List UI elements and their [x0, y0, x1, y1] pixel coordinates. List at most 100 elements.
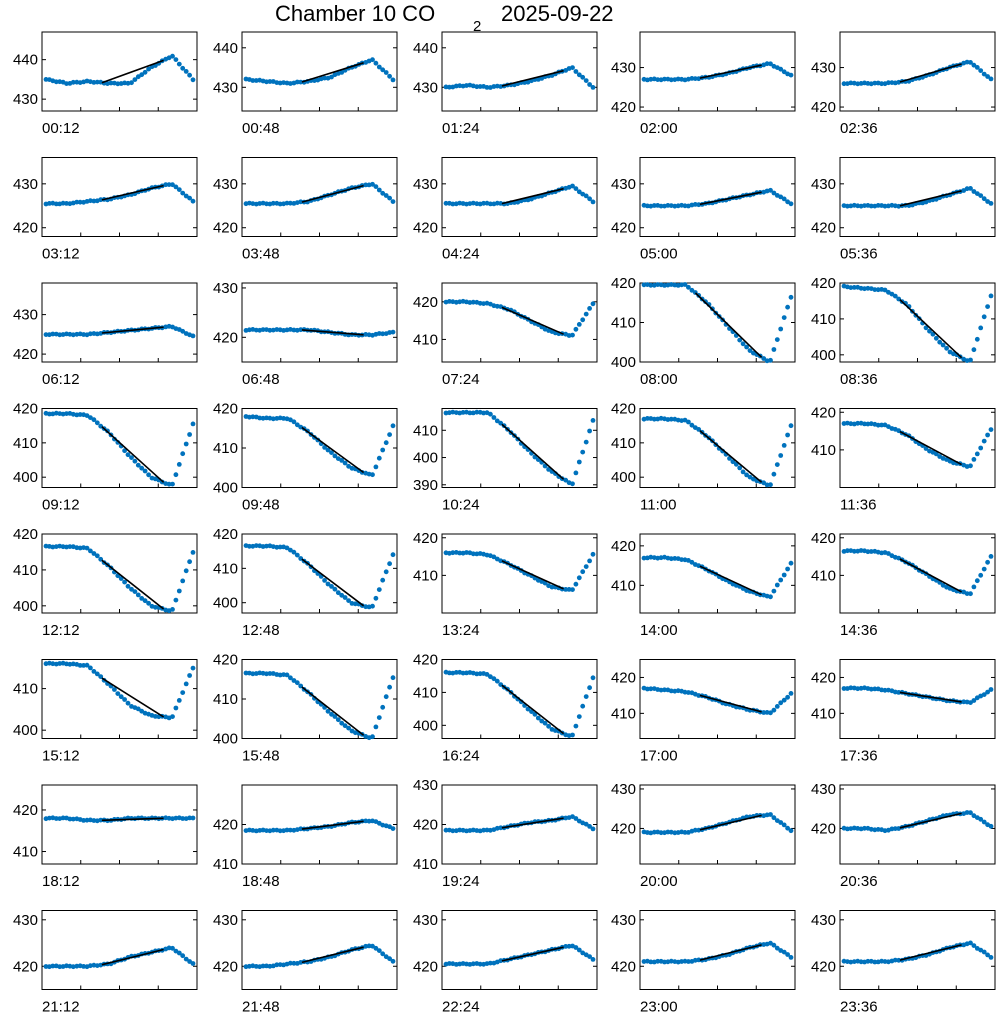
data-point [961, 699, 967, 705]
data-point [77, 663, 83, 668]
panel-time-label: 06:48 [242, 371, 280, 388]
axes-box [441, 533, 598, 614]
y-tick-label: 430 [413, 176, 438, 193]
data-point [488, 201, 493, 207]
data-point [532, 711, 538, 717]
data-point [267, 79, 273, 84]
panel-time-label: 07:24 [442, 371, 480, 388]
data-point [176, 950, 182, 956]
data-point [875, 203, 881, 208]
y-tick-label: 410 [13, 562, 38, 579]
data-point [260, 963, 266, 969]
data-point [250, 414, 256, 420]
panel-time-label: 11:00 [640, 497, 676, 514]
data-point [288, 960, 293, 966]
data-point [180, 190, 186, 196]
panel-2000: 420 430 20:00 [611, 781, 796, 890]
data-point [387, 561, 392, 567]
data-point [583, 821, 589, 827]
data-point [88, 963, 93, 969]
data-point [118, 694, 124, 700]
data-point [968, 60, 973, 65]
data-point [376, 948, 382, 953]
data-point [342, 723, 348, 729]
data-point [346, 598, 351, 603]
data-point [968, 463, 973, 469]
y-tick-label: 420 [13, 401, 38, 418]
panel-0836: 400 410 420 08:36 [811, 275, 996, 388]
data-point [64, 81, 69, 86]
y-tick-label: 430 [611, 781, 636, 798]
data-point [570, 481, 575, 487]
panel-time-label: 23:00 [640, 999, 678, 1014]
data-point [373, 724, 379, 730]
data-point [291, 419, 297, 425]
data-point [879, 422, 884, 428]
data-point [170, 53, 175, 59]
data-point [665, 203, 671, 208]
data-point [335, 717, 341, 723]
data-point [98, 817, 104, 823]
data-point [645, 416, 650, 421]
data-point [978, 445, 984, 451]
data-point [390, 199, 396, 205]
panel-1324: 410 420 13:24 [413, 530, 598, 639]
data-point [851, 285, 857, 290]
data-point [573, 723, 579, 729]
data-point [277, 544, 283, 550]
data-point [370, 57, 375, 63]
y-tick-label: 420 [611, 669, 636, 686]
data-point [373, 184, 379, 190]
data-point [190, 665, 196, 671]
data-point [744, 344, 749, 350]
data-point [651, 829, 657, 835]
data-point [173, 705, 179, 711]
data-point [781, 822, 787, 828]
data-point [587, 82, 592, 87]
data-point [470, 551, 476, 557]
y-tick-label: 420 [811, 958, 836, 975]
data-point [525, 706, 531, 712]
y-tick-label: 410 [811, 705, 836, 722]
panel-1024: 390 400 410 10:24 [413, 408, 598, 514]
data-point [981, 314, 987, 320]
panel-time-label: 17:36 [840, 748, 878, 765]
data-point [781, 196, 787, 202]
y-tick-label: 420 [413, 652, 438, 669]
figure-title-subscript: 2 [473, 18, 481, 35]
data-point [662, 76, 667, 82]
data-point [580, 703, 586, 709]
panel-time-label: 04:24 [442, 246, 480, 263]
y-tick-label: 410 [811, 311, 836, 328]
data-point [183, 681, 189, 687]
y-tick-label: 410 [611, 435, 636, 452]
data-point [291, 678, 297, 683]
y-tick-label: 420 [213, 817, 238, 834]
data-point [937, 339, 943, 345]
fit-line [301, 62, 364, 83]
data-point [563, 477, 569, 483]
panel-grid: 43044000:1243044000:4843044001:244204300… [13, 31, 996, 1014]
data-point [294, 680, 300, 686]
panel-1700: 410 420 17:00 [611, 659, 796, 765]
data-point [930, 331, 936, 337]
data-point [768, 710, 773, 716]
data-point [447, 961, 452, 966]
data-point [332, 586, 338, 592]
data-point [788, 201, 794, 207]
data-point [460, 410, 466, 415]
axes-box [241, 31, 398, 112]
data-point [868, 686, 874, 692]
axes-box [639, 31, 796, 112]
data-point [339, 720, 345, 726]
data-point [380, 331, 386, 337]
data-point [122, 697, 127, 702]
data-point [484, 85, 490, 90]
fit-line [699, 944, 762, 961]
data-point [771, 347, 777, 352]
panel-1812: 410 420 18:12 [13, 784, 198, 890]
fit-line [501, 423, 565, 480]
data-point [771, 588, 777, 594]
data-point [580, 449, 586, 455]
